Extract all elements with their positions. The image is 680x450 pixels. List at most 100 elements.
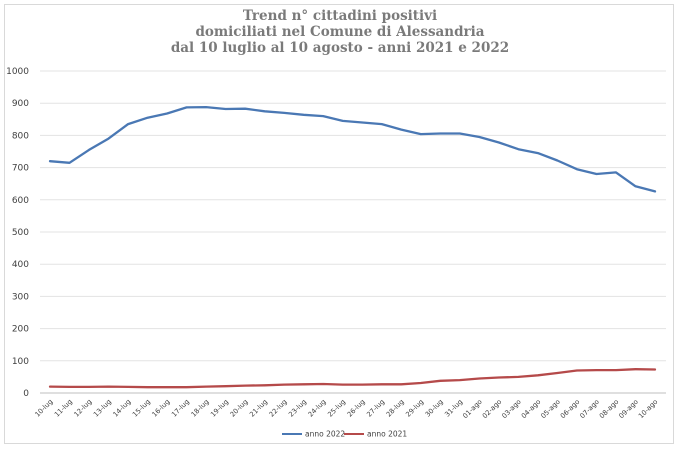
- data-point: [420, 133, 422, 135]
- data-point: [205, 106, 207, 108]
- y-tick-label: 1000: [6, 67, 29, 77]
- x-tick-label: 18-lug: [190, 398, 211, 419]
- data-point: [654, 368, 656, 371]
- x-tick-label: 09-ago: [617, 398, 639, 420]
- data-point: [361, 384, 363, 386]
- data-point: [166, 386, 168, 388]
- data-point: [439, 380, 441, 382]
- data-point: [107, 138, 110, 140]
- x-tick-label: 29-lug: [404, 398, 425, 419]
- data-point: [264, 110, 266, 112]
- data-point: [88, 149, 90, 151]
- data-point: [595, 173, 598, 175]
- x-tick-label: 15-lug: [131, 398, 152, 419]
- data-point: [322, 383, 324, 385]
- data-point: [127, 123, 129, 125]
- y-tick-label: 100: [12, 357, 29, 367]
- data-point: [303, 114, 305, 116]
- x-tick-label: 19-lug: [209, 398, 230, 419]
- y-tick-label: 200: [12, 325, 29, 335]
- data-point: [283, 112, 285, 114]
- chart-title-line-2: domiciliati nel Comune di Alessandria: [195, 24, 485, 40]
- data-point: [400, 383, 402, 385]
- x-tick-label: 20-lug: [229, 398, 250, 419]
- x-tick-label: 23-lug: [287, 398, 308, 419]
- x-tick-label: 01-ago: [461, 398, 483, 420]
- data-point: [322, 115, 324, 117]
- x-tick-label: 26-lug: [346, 398, 367, 419]
- data-point: [556, 372, 559, 374]
- x-tick-label: 08-ago: [598, 398, 620, 420]
- data-point: [498, 141, 500, 144]
- y-axis-ticks: 0 100 200 300 400 500 600 700 800 900 1000: [6, 67, 29, 399]
- x-tick-label: 03-ago: [500, 398, 522, 420]
- y-tick-label: 700: [12, 164, 29, 174]
- data-point: [595, 369, 598, 371]
- x-tick-label: 28-lug: [385, 398, 406, 419]
- x-tick-label: 25-lug: [326, 398, 347, 419]
- x-tick-label: 10-lug: [33, 398, 54, 419]
- x-tick-label: 13-lug: [92, 398, 113, 419]
- legend: anno 2022 anno 2021: [282, 430, 407, 439]
- data-point: [49, 160, 51, 162]
- data-point: [361, 121, 363, 124]
- x-tick-label: 06-ago: [559, 398, 581, 420]
- x-tick-label: 16-lug: [151, 398, 172, 419]
- data-point: [88, 386, 90, 388]
- y-tick-label: 500: [12, 228, 29, 238]
- data-point: [186, 386, 188, 388]
- data-point: [400, 129, 402, 131]
- x-tick-label: 14-lug: [112, 398, 133, 419]
- data-point: [381, 383, 383, 385]
- series-line-1: [48, 105, 657, 193]
- data-point: [68, 386, 71, 388]
- data-point: [517, 148, 520, 150]
- data-point: [225, 108, 227, 110]
- data-point: [459, 132, 461, 135]
- data-point: [244, 108, 246, 110]
- data-point: [420, 382, 422, 384]
- data-point: [166, 112, 168, 115]
- data-point: [283, 384, 285, 386]
- data-point: [615, 171, 617, 173]
- chart-frame: [4, 4, 674, 444]
- data-point: [439, 132, 441, 135]
- y-tick-label: 600: [12, 196, 29, 206]
- data-point: [537, 374, 539, 376]
- data-point: [381, 123, 383, 125]
- data-point: [186, 106, 188, 108]
- x-tick-label: 11-lug: [53, 398, 74, 419]
- data-point: [342, 384, 344, 386]
- data-point: [517, 376, 520, 378]
- x-tick-label: 21-lug: [248, 398, 269, 419]
- x-tick-label: 27-lug: [365, 398, 386, 419]
- data-point: [654, 190, 656, 192]
- x-tick-label: 04-ago: [520, 398, 542, 420]
- x-axis-ticks: 10-lug11-lug12-lug13-lug14-lug15-lug16-l…: [33, 398, 659, 420]
- data-point: [244, 385, 246, 387]
- data-point: [615, 369, 617, 371]
- x-tick-label: 17-lug: [170, 398, 191, 419]
- data-point: [147, 117, 149, 119]
- data-point: [576, 369, 578, 372]
- data-point: [147, 386, 149, 388]
- gridlines: [40, 70, 666, 394]
- x-tick-label: 30-lug: [424, 398, 445, 419]
- x-tick-label: 22-lug: [268, 398, 289, 419]
- y-tick-label: 800: [12, 131, 29, 141]
- y-tick-label: 0: [23, 389, 29, 399]
- data-point: [225, 385, 227, 387]
- chart-title-line-3: dal 10 luglio al 10 agosto - anni 2021 e…: [170, 40, 510, 56]
- data-point: [634, 368, 637, 370]
- series-line-2: [48, 368, 657, 389]
- data-point: [264, 384, 266, 386]
- legend-label: anno 2021: [367, 430, 407, 439]
- x-tick-label: 02-ago: [481, 398, 503, 420]
- data-point: [634, 185, 637, 187]
- data-point: [127, 386, 129, 388]
- data-point: [205, 386, 207, 388]
- data-point: [49, 386, 51, 388]
- x-tick-label: 05-ago: [539, 398, 561, 420]
- x-tick-label: 12-lug: [72, 398, 93, 419]
